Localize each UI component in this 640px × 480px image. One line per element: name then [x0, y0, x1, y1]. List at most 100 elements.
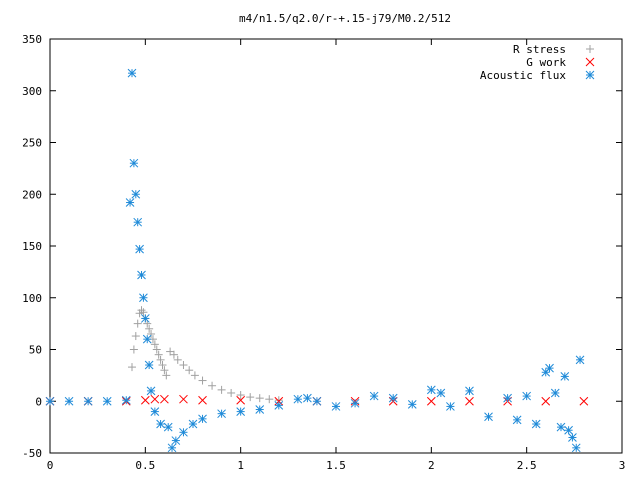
legend-label: R stress: [513, 43, 566, 56]
data-point: [512, 415, 522, 425]
data-point: [236, 391, 245, 400]
data-point: [131, 189, 141, 199]
data-point: [571, 443, 581, 453]
x-tick-label: 1.5: [326, 459, 346, 472]
y-axis: -50 0 50 100 150 200 250 300 350: [22, 33, 622, 460]
data-point: [350, 398, 360, 408]
y-tick-label: 350: [22, 33, 42, 46]
data-point: [150, 407, 160, 416]
y-tick-label: 200: [22, 188, 42, 201]
x-tick-label: 0.5: [135, 459, 155, 472]
data-point: [133, 319, 142, 328]
data-point: [198, 376, 207, 385]
y-tick-label: 50: [29, 344, 42, 357]
data-point: [139, 293, 148, 303]
plot-frame: [49, 38, 623, 454]
data-point: [564, 425, 573, 435]
data-point: [121, 395, 131, 405]
series-r-stress: [127, 306, 283, 405]
data-point: [407, 400, 417, 409]
data-point: [208, 381, 217, 390]
data-point: [171, 436, 181, 445]
data-point: [331, 402, 341, 411]
y-tick-label: 300: [22, 85, 42, 98]
y-tick-label: 100: [22, 292, 42, 305]
data-point: [426, 396, 436, 406]
data-point: [160, 394, 169, 404]
data-point: [140, 395, 150, 405]
data-point: [154, 350, 163, 359]
data-point: [150, 340, 159, 349]
data-point: [556, 422, 566, 432]
data-point: [156, 355, 165, 364]
data-point: [255, 394, 264, 403]
data-point: [145, 324, 154, 333]
data-point: [152, 345, 161, 354]
data-point: [179, 394, 188, 404]
chart-title: m4/n1.5/q2.0/r-+.15-j79/M0.2/512: [239, 12, 451, 25]
x-tick-label: 2: [428, 459, 435, 472]
data-point: [137, 306, 146, 315]
data-point: [293, 394, 303, 404]
data-point: [227, 388, 236, 397]
data-point: [137, 270, 146, 280]
data-point: [179, 361, 188, 370]
data-point: [568, 433, 577, 442]
data-point: [127, 68, 137, 78]
x-tick-label: 1: [237, 459, 244, 472]
data-point: [158, 361, 167, 370]
data-point: [217, 385, 226, 394]
x-tick-label: 3: [619, 459, 626, 472]
data-point: [160, 366, 169, 375]
y-tick-label: -50: [22, 447, 42, 460]
data-point: [303, 393, 312, 403]
data-point: [188, 419, 198, 429]
data-point: [150, 394, 160, 404]
data-point: [265, 395, 274, 404]
data-point: [550, 388, 560, 398]
data-point: [131, 332, 140, 341]
data-point: [522, 391, 532, 401]
data-point: [503, 393, 512, 403]
data-point: [133, 217, 143, 227]
data-point: [446, 402, 455, 411]
data-point: [162, 371, 171, 380]
legend-marker: [585, 70, 595, 80]
data-point: [436, 388, 446, 398]
data-point: [129, 158, 139, 168]
series-acoustic-flux: [45, 68, 585, 453]
y-tick-label: 0: [35, 395, 42, 408]
data-point: [146, 386, 156, 396]
data-point: [125, 198, 135, 207]
data-point: [140, 314, 150, 323]
legend-label: G work: [526, 56, 566, 69]
data-point: [142, 334, 152, 344]
data-point: [274, 396, 284, 406]
x-tick-label: 2.5: [517, 459, 537, 472]
data-point: [312, 396, 322, 406]
data-point: [64, 396, 74, 406]
data-point: [484, 412, 493, 422]
data-point: [173, 355, 182, 364]
x-axis: 0 0.5 1 1.5 2 2.5 3: [47, 39, 626, 472]
legend-marker: [585, 57, 595, 67]
data-point: [127, 363, 136, 372]
data-point: [579, 396, 589, 406]
data-point: [426, 385, 436, 395]
legend-marker: [586, 45, 594, 53]
data-point: [45, 396, 55, 406]
data-point: [102, 396, 112, 406]
data-point: [129, 345, 138, 354]
data-point: [198, 395, 207, 405]
data-point: [246, 393, 255, 402]
data-point: [179, 427, 188, 437]
data-point: [83, 396, 93, 406]
y-tick-label: 150: [22, 240, 42, 253]
data-point: [388, 393, 398, 403]
data-point: [169, 350, 178, 359]
data-point: [185, 366, 194, 375]
data-point: [139, 308, 148, 317]
data-point: [236, 395, 246, 405]
